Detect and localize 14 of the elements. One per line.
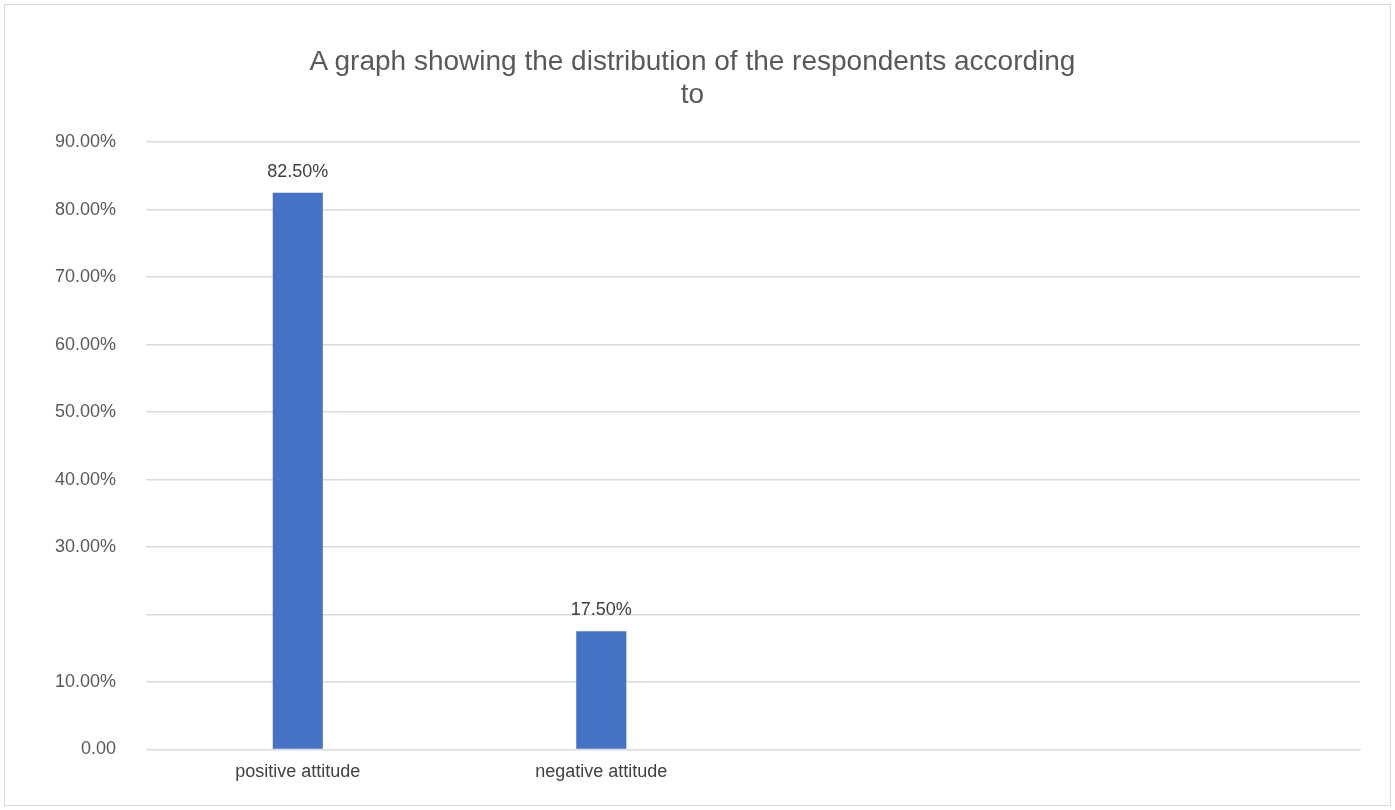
y-tick-label: 0.00 — [81, 738, 117, 759]
data-label: 17.50% — [570, 599, 632, 620]
y-tick-label: 10.00% — [54, 670, 117, 691]
x-tick-label: negative attitude — [535, 761, 668, 782]
y-tick-label: 80.00% — [54, 198, 117, 219]
y-tick-label: 70.00% — [54, 266, 117, 287]
x-tick-label: positive attitude — [235, 761, 361, 782]
y-tick-label: 90.00% — [54, 131, 117, 152]
y-tick-label: 50.00% — [54, 401, 117, 422]
data-label: 82.50% — [267, 160, 329, 181]
y-tick-label: 40.00% — [54, 468, 117, 489]
y-tick-label: 60.00% — [54, 333, 117, 354]
chart-title: A graph showing the distribution of the respondents according to — [309, 44, 1076, 110]
y-tick-label: 30.00% — [54, 535, 117, 556]
